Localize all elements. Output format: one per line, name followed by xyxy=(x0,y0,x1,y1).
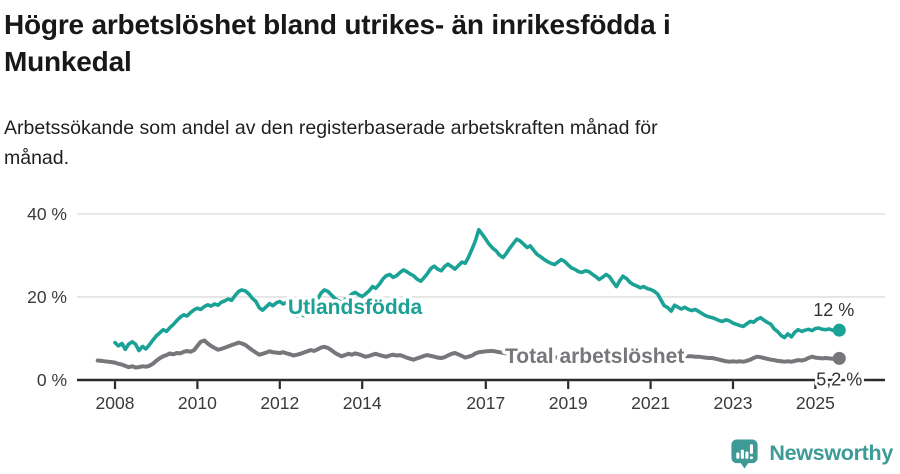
title-line-1: Högre arbetslöshet bland utrikes- än inr… xyxy=(4,9,671,40)
series-end-value-label-utlandsfodda: 12 % xyxy=(813,300,854,320)
y-tick-label: 40 % xyxy=(27,204,67,224)
x-tick-label: 2021 xyxy=(631,393,670,413)
x-tick-label: 2010 xyxy=(178,393,217,413)
newsworthy-wordmark: Newsworthy xyxy=(769,440,893,465)
x-tick-label: 2014 xyxy=(343,393,382,413)
x-tick-label: 2008 xyxy=(96,393,135,413)
x-tick-label: 2023 xyxy=(714,393,753,413)
page-title: Högre arbetslöshet bland utrikes- än inr… xyxy=(4,6,864,80)
x-tick-label: 2019 xyxy=(549,393,588,413)
x-tick-label: 2012 xyxy=(260,393,299,413)
title-line-2: Munkedal xyxy=(4,46,132,78)
x-tick-label: 2017 xyxy=(466,393,505,413)
newsworthy-pin-barchart-icon xyxy=(731,439,758,469)
series-line-utlandsfodda xyxy=(113,227,842,353)
subtitle-line-1: Arbetssökande som andel av den registerb… xyxy=(4,117,658,139)
chart-subtitle: Arbetssökande som andel av den registerb… xyxy=(4,113,864,173)
x-tick-label: 2025 xyxy=(796,393,835,413)
newsworthy-attribution: Newsworthy xyxy=(729,437,893,469)
series-end-dot-total xyxy=(832,351,846,365)
series-line-total xyxy=(95,338,842,370)
series-end-value-label-total: 5,2 % xyxy=(816,369,862,389)
subtitle-line-2: månad. xyxy=(4,147,70,170)
series-name-label-total: Total arbetslöshet xyxy=(505,345,684,368)
y-tick-label: 20 % xyxy=(27,287,67,307)
y-tick-label: 0 % xyxy=(37,370,67,390)
series-end-dot-utlandsfodda xyxy=(832,323,846,337)
series-name-label-utlandsfodda: Utlandsfödda xyxy=(288,296,422,319)
